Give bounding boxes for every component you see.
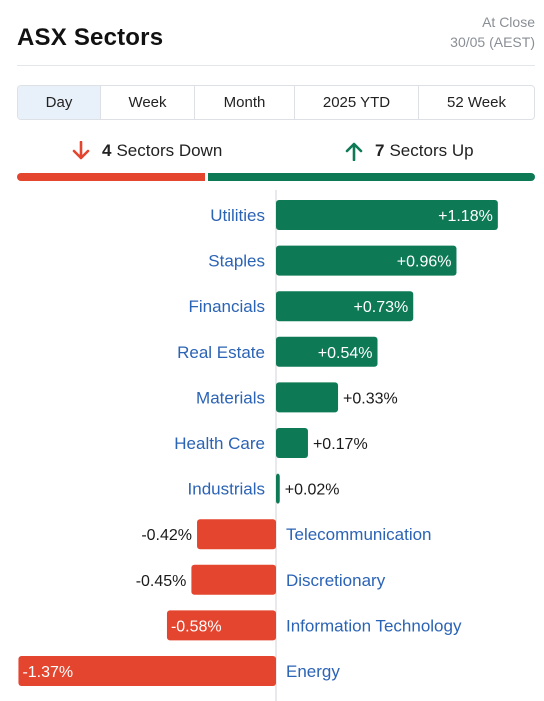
sector-name-label[interactable]: Materials [196,388,265,407]
sector-bar [18,656,276,686]
sector-name-label[interactable]: Utilities [210,206,265,225]
status-line-2: 30/05 (AEST) [450,34,535,50]
sector-row: Financials +0.73% [188,291,414,322]
sector-value-label: -0.58% [171,618,222,635]
sector-bar [276,428,308,458]
sector-bar [276,336,378,367]
sector-name-label[interactable]: Information Technology [286,616,462,635]
sector-ratio-bar [17,173,535,181]
ratio-bar-up [208,173,535,181]
sector-bar [276,291,414,322]
sectors-down-count: 4 [102,141,112,160]
sector-value-label: -0.42% [141,527,192,544]
sector-name-label[interactable]: Energy [286,662,340,681]
sector-row: Information Technology -0.58% [166,610,462,641]
sector-value-label: +0.73% [354,299,409,316]
page-title: ASX Sectors [17,24,164,51]
sector-name-label[interactable]: Staples [208,252,265,271]
sector-value-label: +0.54% [318,345,373,362]
sector-bar [191,564,276,595]
sector-bar [276,382,339,413]
sector-name-label[interactable]: Financials [188,297,265,316]
sector-row: Energy -1.37% [18,656,340,686]
sectors-up-summary: 7 Sectors Up [345,141,474,161]
tab-week[interactable]: Week [101,86,195,119]
sector-row: Discretionary -0.45% [136,564,386,595]
tab-day[interactable]: Day [18,86,101,119]
sector-value-label: +0.96% [397,254,452,271]
sector-value-label: +0.33% [343,390,398,407]
sector-value-label: -1.37% [22,664,73,681]
sector-value-label: +1.18% [438,208,493,225]
arrow-up-icon [345,142,363,161]
sector-name-label[interactable]: Discretionary [286,571,386,590]
sector-value-label: +0.02% [285,482,340,499]
sector-bar [276,473,280,504]
arrow-down-icon [72,141,90,160]
sector-summary: 4 Sectors Down 7 Sectors Up [17,136,535,166]
sector-row: Materials +0.33% [196,382,398,413]
market-close-status: At Close 30/05 (AEST) [450,12,535,52]
sector-name-label[interactable]: Telecommunication [286,525,432,544]
tab-month[interactable]: Month [195,86,295,119]
sector-row: Utilities +1.18% [210,200,498,230]
sector-name-label[interactable]: Industrials [188,480,265,499]
sector-bar [166,610,276,641]
sectors-down-text: Sectors Down [116,141,223,160]
sector-name-label[interactable]: Real Estate [177,343,265,362]
sector-performance-chart: Utilities +1.18% Staples +0.96% Financials +0… [18,190,498,701]
sector-row: Real Estate +0.54% [177,336,378,367]
sector-value-label: +0.17% [313,436,368,453]
sectors-up-text: Sectors Up [389,141,474,160]
tab-2025-ytd[interactable]: 2025 YTD [295,86,419,119]
sector-bar [276,200,498,230]
sector-bar [276,245,457,276]
sector-value-label: -0.45% [136,573,187,590]
sectors-down-summary: 4 Sectors Down [72,141,222,161]
sector-bar [197,519,276,550]
sector-row: Staples +0.96% [208,245,457,276]
period-tabs: Day Week Month 2025 YTD 52 Week [17,85,535,120]
ratio-bar-down [17,173,205,181]
sector-name-label[interactable]: Health Care [174,434,265,453]
tab-52-week[interactable]: 52 Week [447,94,506,111]
header: ASX Sectors At Close 30/05 (AEST) [17,10,535,66]
sectors-up-count: 7 [375,141,385,160]
sector-row: Health Care +0.17% [174,428,368,458]
status-line-1: At Close [482,14,535,30]
sector-row: Industrials +0.02% [188,473,340,504]
sector-row: Telecommunication -0.42% [141,519,432,550]
